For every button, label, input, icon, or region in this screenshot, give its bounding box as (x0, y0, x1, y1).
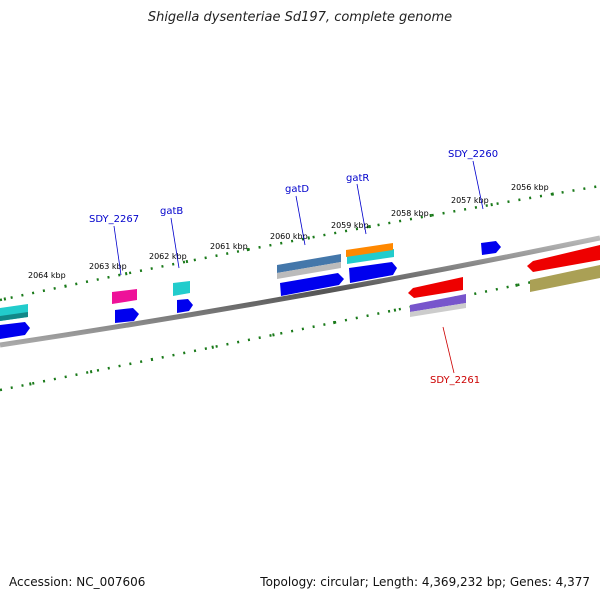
gene-label-sdy2267[interactable]: SDY_2267 (89, 214, 139, 225)
gene-cyan-gatr[interactable] (347, 249, 394, 264)
gene-blue-gatd[interactable] (280, 273, 344, 296)
gene-red-right[interactable] (527, 245, 600, 272)
kbp-label-2061: 2061 kbp (210, 242, 248, 251)
gene-blue-sdy2260[interactable] (481, 241, 501, 255)
gene-red-sdy2261[interactable] (408, 277, 463, 298)
topology-label: Topology: (260, 575, 317, 589)
gene-label-sdy2260[interactable]: SDY_2260 (448, 149, 498, 160)
accession-value: NC_007606 (76, 575, 146, 589)
length-value: 4,369,232 bp; (421, 575, 507, 589)
gene-magenta-sdy2267[interactable] (112, 289, 137, 304)
accession-info: Accession: NC_007606 (9, 575, 145, 589)
gene-blue-gatr[interactable] (349, 262, 397, 283)
leader-line-sdy2267 (113, 225, 122, 276)
kbp-label-2059: 2059 kbp (331, 221, 369, 230)
gene-blue-left[interactable] (0, 322, 30, 339)
genome-backbone (0, 235, 600, 348)
gene-label-gatd[interactable]: gatD (285, 184, 309, 195)
gene-olive-right[interactable] (530, 265, 600, 292)
map-title: Shigella dysenteriae Sd197, complete gen… (147, 10, 453, 25)
gene-purple-sdy2261[interactable] (410, 294, 466, 317)
leader-line-gatr (356, 183, 367, 235)
topology-value: circular; (320, 575, 369, 589)
gene-cyan-gatb[interactable] (173, 281, 190, 296)
gene-blue-sdy2267[interactable] (115, 308, 139, 323)
leader-line-gatb (170, 217, 180, 269)
kbp-label-2062: 2062 kbp (149, 252, 187, 261)
kbp-label-2064: 2064 kbp (28, 271, 66, 280)
genes-label: Genes: (509, 575, 552, 589)
length-label: Length: (372, 575, 419, 589)
genes-value: 4,377 (555, 575, 590, 589)
gene-blue-gatb[interactable] (177, 299, 193, 313)
kbp-label-2063: 2063 kbp (89, 262, 127, 271)
gene-label-sdy2261[interactable]: SDY_2261 (430, 375, 480, 386)
gene-label-gatb[interactable]: gatB (160, 206, 183, 217)
gene-label-gatr[interactable]: gatR (346, 173, 369, 184)
gene-steelblue-gatd[interactable] (277, 254, 341, 279)
kbp-label-2057: 2057 kbp (451, 196, 489, 205)
kbp-label-2058: 2058 kbp (391, 209, 429, 218)
leader-line-sdy2261 (442, 326, 455, 374)
gene-cyan-left[interactable] (0, 304, 28, 321)
genome-stats: Topology: circular; Length: 4,369,232 bp… (260, 575, 590, 589)
gene-orange-gatr[interactable] (346, 243, 393, 257)
kbp-label-2056: 2056 kbp (511, 183, 549, 192)
leader-line-gatd (295, 195, 306, 246)
accession-label: Accession: (9, 575, 73, 589)
leader-line-sdy2260 (472, 160, 484, 210)
kbp-label-2060: 2060 kbp (270, 232, 308, 241)
